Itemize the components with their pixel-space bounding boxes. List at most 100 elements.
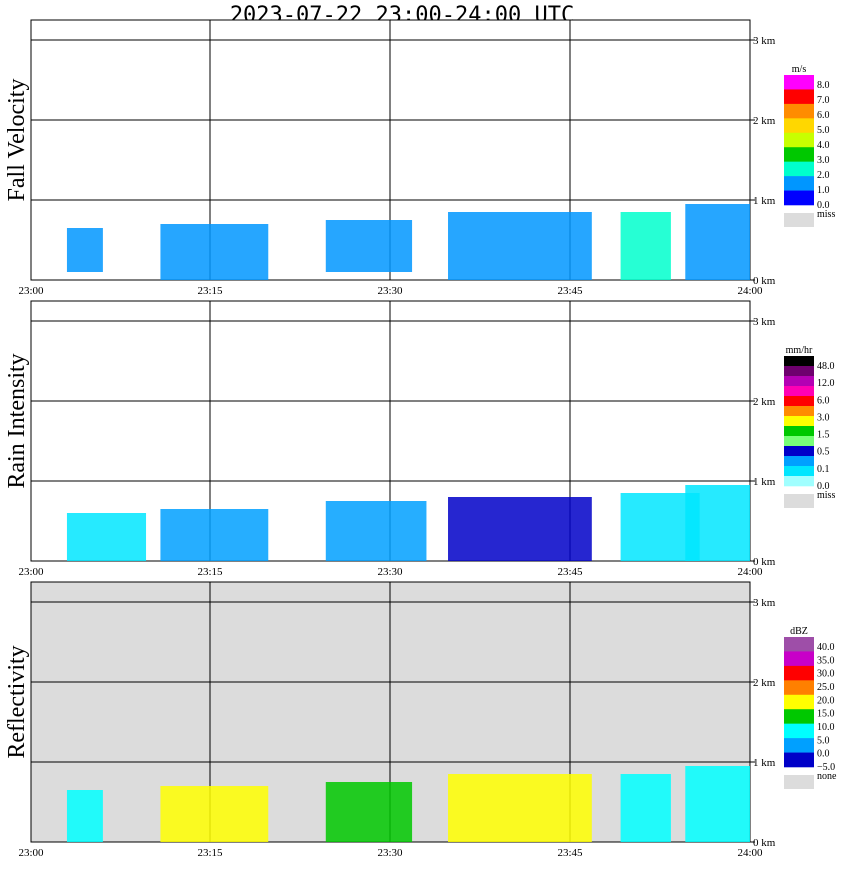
rain-intensity-legend-swatch-3 (784, 386, 814, 397)
reflectivity-height-tick-label-0: 0 km (753, 837, 776, 849)
reflectivity-echo-cell-5 (620, 774, 671, 842)
reflectivity-time-tick-label-1: 23:15 (197, 847, 223, 859)
reflectivity-legend-label-3: 25.0 (817, 682, 835, 693)
rain-intensity-legend-swatch-10 (784, 456, 814, 467)
rain-intensity-legend-label-6: 0.1 (817, 464, 830, 475)
fall-velocity-legend-swatch-8 (784, 190, 814, 206)
reflectivity-legend-swatch-2 (784, 665, 814, 681)
reflectivity-legend-swatch-6 (784, 723, 814, 739)
rain-intensity-legend-swatch-12 (784, 476, 814, 487)
fall-velocity-legend-swatch-5 (784, 147, 814, 162)
reflectivity-time-tick-label-0: 23:00 (18, 847, 44, 859)
fall-velocity-height-tick-label-3: 3 km (753, 35, 776, 47)
reflectivity-time-tick-label-3: 23:45 (557, 847, 583, 859)
rain-intensity-legend-label-3: 3.0 (817, 412, 830, 423)
fall-velocity-legend-label-5: 3.0 (817, 155, 830, 166)
rain-intensity-height-tick-label-0: 0 km (753, 556, 776, 568)
rain-intensity-echo-cell-6 (685, 485, 750, 561)
fall-velocity-legend-swatch-6 (784, 161, 814, 177)
rain-intensity-legend-unit: mm/hr (786, 345, 813, 356)
reflectivity-echo-cell-2 (160, 786, 269, 842)
fall-velocity-ylabel: Fall Velocity (4, 79, 30, 202)
fall-velocity-legend-swatch-1 (784, 89, 814, 105)
rain-intensity-legend-swatch-7 (784, 426, 814, 437)
fall-velocity-legend-swatch-7 (784, 176, 814, 191)
reflectivity-echo-cell-6 (685, 766, 750, 842)
rain-intensity-height-tick-label-1: 1 km (753, 476, 776, 488)
fall-velocity-legend-label-6: 2.0 (817, 170, 830, 181)
reflectivity-legend-swatch-5 (784, 709, 814, 724)
rain-intensity-echo-cell-2 (160, 509, 269, 561)
reflectivity-echo-cell-1 (66, 790, 103, 842)
reflectivity-legend: dBZ 40.0 35.0 30.0 25.0 20.0 15.0 10.0 5.0 0.0 −5.… (784, 626, 837, 789)
reflectivity-legend-label-1: 35.0 (817, 655, 835, 666)
rain-intensity-height-tick-label-2: 2 km (753, 396, 776, 408)
rain-intensity-echo-cell-3 (325, 501, 427, 561)
rain-intensity-legend-label-1: 12.0 (817, 378, 835, 389)
fall-velocity-height-tick-label-0: 0 km (753, 275, 776, 287)
rain-intensity-legend-miss-label: miss (817, 490, 835, 501)
reflectivity-legend-label-9: −5.0 (817, 762, 835, 773)
reflectivity-height-tick-label-2: 2 km (753, 677, 776, 689)
fall-velocity-time-tick-label-2: 23:30 (377, 285, 403, 297)
rain-intensity-legend-label-7: 0.0 (817, 481, 830, 492)
rain-intensity-echo-cell-1 (66, 513, 147, 561)
rain-intensity-time-tick-label-2: 23:30 (377, 566, 403, 578)
reflectivity-legend-miss-swatch (784, 775, 814, 789)
fall-velocity-echo-cell-5 (620, 212, 671, 280)
fall-velocity-legend-miss-swatch (784, 213, 814, 227)
reflectivity-legend-swatch-3 (784, 680, 814, 696)
rain-intensity-legend-miss-swatch (784, 494, 814, 508)
fall-velocity-echo-cell-6 (685, 204, 750, 280)
fall-velocity-echo-cell-1 (66, 228, 103, 272)
reflectivity-echo-cell-3 (325, 782, 413, 842)
fall-velocity-panel: 0 km 1 km 2 km 3 km 23:00 23:15 23:30 23:45 24:0… (4, 19, 835, 297)
rain-intensity-panel: 0 km 1 km 2 km 3 km 23:00 23:15 23:30 23:45 24:0… (4, 300, 835, 578)
reflectivity-legend-label-7: 5.0 (817, 735, 830, 746)
rain-intensity-legend-swatch-1 (784, 366, 814, 377)
reflectivity-legend-swatch-4 (784, 694, 814, 710)
fall-velocity-height-tick-label-1: 1 km (753, 195, 776, 207)
fall-velocity-legend-label-2: 6.0 (817, 110, 830, 121)
fall-velocity-height-tick-label-2: 2 km (753, 115, 776, 127)
fall-velocity-legend-unit: m/s (792, 64, 807, 75)
fall-velocity-legend-swatch-0 (784, 75, 814, 90)
rain-intensity-legend-swatch-8 (784, 436, 814, 447)
reflectivity-time-tick-label-4: 24:00 (737, 847, 763, 859)
rain-intensity-ylabel: Rain Intensity (4, 353, 30, 488)
fall-velocity-legend-label-0: 8.0 (817, 80, 830, 91)
fall-velocity-legend-label-3: 5.0 (817, 125, 830, 136)
fall-velocity-legend-label-4: 4.0 (817, 140, 830, 151)
rain-intensity-legend-swatch-2 (784, 376, 814, 387)
reflectivity-legend-label-5: 15.0 (817, 709, 835, 720)
fall-velocity-echo-cell-2 (160, 224, 269, 280)
reflectivity-legend-label-0: 40.0 (817, 642, 835, 653)
rain-intensity-legend-swatch-6 (784, 416, 814, 427)
rain-intensity-legend-label-0: 48.0 (817, 361, 835, 372)
fall-velocity-legend-swatch-3 (784, 118, 814, 134)
rain-intensity-echo-cell-4 (448, 497, 592, 561)
fall-velocity-legend-miss-label: miss (817, 209, 835, 220)
rain-intensity-time-tick-label-1: 23:15 (197, 566, 223, 578)
reflectivity-legend-label-4: 20.0 (817, 695, 835, 706)
rain-intensity-height-tick-label-3: 3 km (753, 316, 776, 328)
fall-velocity-time-tick-label-3: 23:45 (557, 285, 583, 297)
rain-intensity-legend-label-5: 0.5 (817, 447, 830, 458)
rain-intensity-time-tick-label-0: 23:00 (18, 566, 44, 578)
fall-velocity-time-tick-label-1: 23:15 (197, 285, 223, 297)
rain-intensity-legend-swatch-5 (784, 406, 814, 417)
fall-velocity-legend-swatch-4 (784, 132, 814, 148)
reflectivity-legend-swatch-8 (784, 752, 814, 768)
reflectivity-legend-label-2: 30.0 (817, 669, 835, 680)
reflectivity-legend-label-6: 10.0 (817, 722, 835, 733)
reflectivity-legend-unit: dBZ (790, 626, 808, 637)
rain-intensity-time-tick-label-3: 23:45 (557, 566, 583, 578)
fall-velocity-legend-label-7: 1.0 (817, 185, 830, 196)
reflectivity-echo-cell-4 (448, 774, 592, 842)
reflectivity-legend-miss-label: none (817, 771, 837, 782)
rain-intensity-time-tick-label-4: 24:00 (737, 566, 763, 578)
fall-velocity-legend-swatch-2 (784, 103, 814, 119)
reflectivity-legend-label-8: 0.0 (817, 749, 830, 760)
